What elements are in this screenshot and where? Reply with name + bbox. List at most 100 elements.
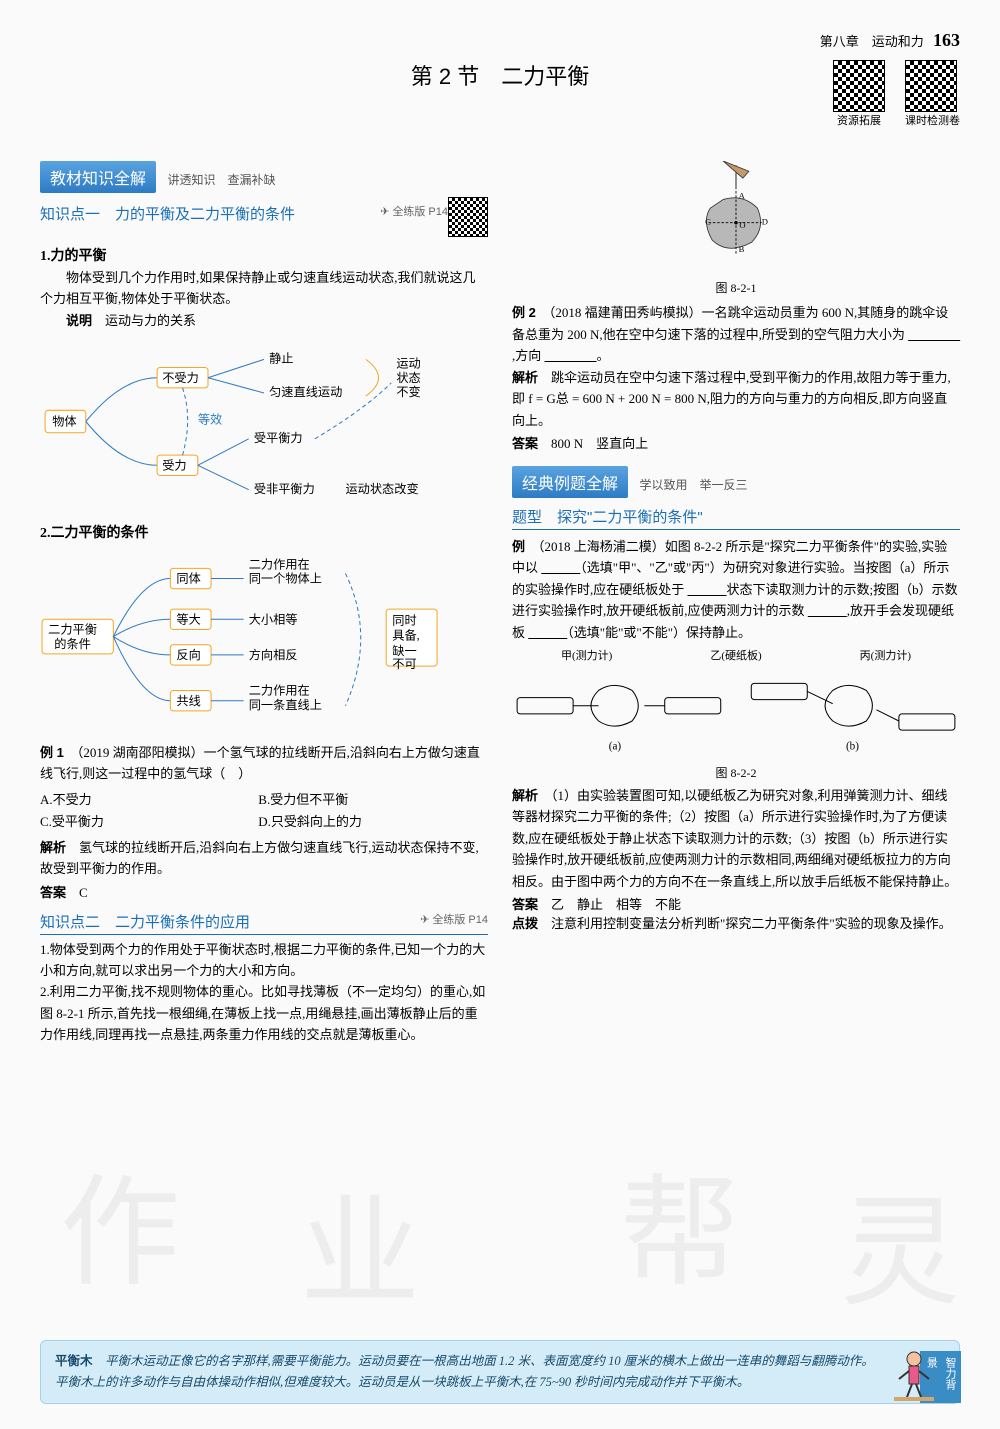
svg-text:D: D xyxy=(762,216,768,226)
ex3-tip: 注意利用控制变量法分析判断"探究二力平衡条件"实验的现象及操作。 xyxy=(551,916,952,931)
fig821-caption: 图 8-2-1 xyxy=(512,279,960,296)
svg-text:二力作用在: 二力作用在 xyxy=(249,558,310,572)
svg-text:C: C xyxy=(705,216,711,226)
section1-banner: 教材知识全解 xyxy=(40,161,156,193)
ex2-ans-label: 答案 xyxy=(512,436,538,451)
svg-text:受力: 受力 xyxy=(162,459,186,473)
note-label: 说明 xyxy=(66,313,92,328)
svg-text:匀速直线运动: 匀速直线运动 xyxy=(269,385,342,399)
figure-8-2-2: 甲(测力计) 乙(硬纸板) 丙(测力计) (a) xyxy=(512,647,960,781)
watermark: 灵 xyxy=(840,1155,960,1329)
svg-text:O: O xyxy=(739,220,745,230)
ex1-jx-label: 解析 xyxy=(40,840,66,855)
right-column: A B C D O 图 8-2-1 例 2 （2018 福建莆田秀屿模拟）一名跳… xyxy=(512,161,960,1046)
p1-heading: 1.力的平衡 xyxy=(40,245,488,265)
section2-sub: 学以致用 举一反三 xyxy=(640,478,748,492)
ex3-tip-label: 点拨 xyxy=(512,916,538,931)
watermark: 帮 xyxy=(620,1135,740,1309)
svg-text:运动: 运动 xyxy=(396,357,420,371)
svg-text:共线: 共线 xyxy=(176,694,200,708)
svg-text:二力作用在: 二力作用在 xyxy=(249,684,310,698)
ex2-stem-c: 。 xyxy=(597,348,610,363)
ex1-opt-a: A.不受力 xyxy=(40,789,255,811)
svg-text:二力平衡: 二力平衡 xyxy=(48,623,97,637)
svg-text:大小相等: 大小相等 xyxy=(249,613,298,627)
svg-text:(b): (b) xyxy=(846,741,859,753)
footer-body: 平衡木运动正像它的名字那样,需要平衡能力。运动员要在一根高出地面 1.2 米、表… xyxy=(55,1354,874,1389)
app-p2: 2.利用二力平衡,找不规则物体的重心。比如寻找薄板（不一定均匀）的重心,如图 8… xyxy=(40,981,488,1045)
section-title: 第 2 节 二力平衡 xyxy=(411,59,589,91)
svg-text:同一条直线上: 同一条直线上 xyxy=(249,698,322,712)
label-bing: 丙(测力计) xyxy=(860,647,911,663)
ex2-jx: 跳伞运动员在空中匀速下落过程中,受到平衡力的作用,故阻力等于重力,即 f = G… xyxy=(512,370,951,428)
svg-text:物体: 物体 xyxy=(52,415,76,429)
note-text: 运动与力的关系 xyxy=(105,313,196,328)
footer-box: 平衡木 平衡木运动正像它的名字那样,需要平衡能力。运动员要在一根高出地面 1.2… xyxy=(40,1340,960,1405)
ex1-ans-label: 答案 xyxy=(40,885,66,900)
ex2-stem-b: ,方向 xyxy=(512,348,541,363)
figure-8-2-1: A B C D O 图 8-2-1 xyxy=(512,161,960,296)
ex2-jx-label: 解析 xyxy=(512,370,538,385)
qr-test-label: 课时检测卷 xyxy=(905,112,960,128)
svg-text:静止: 静止 xyxy=(269,352,293,366)
kp2-title: 知识点二 二力平衡条件的应用 xyxy=(40,914,250,931)
ex1-stem: （2019 湖南邵阳模拟）一个氢气球的拉线断开后,沿斜向右上方做匀速直线飞行,则… xyxy=(40,745,480,781)
ex3-jx: （1）由实验装置图可知,以硬纸板乙为研究对象,利用弹簧测力计、细线等器材探究二力… xyxy=(512,788,957,889)
section1-sub: 讲透知识 查漏补缺 xyxy=(168,173,276,187)
ex3-jx-label: 解析 xyxy=(512,788,538,803)
chapter-label: 第八章 运动和力 xyxy=(820,34,924,49)
svg-text:方向相反: 方向相反 xyxy=(249,647,298,662)
qr-row: 资源拓展 课时检测卷 xyxy=(833,60,960,128)
watermark: 作 xyxy=(60,1135,180,1309)
ex1-opt-b: B.受力但不平衡 xyxy=(258,789,473,811)
svg-text:同体: 同体 xyxy=(176,572,200,586)
svg-text:运动状态改变: 运动状态改变 xyxy=(345,481,418,496)
svg-text:同时: 同时 xyxy=(392,614,416,628)
svg-text:B: B xyxy=(739,244,745,254)
kp1-ref: 全练版 P14 xyxy=(392,206,448,218)
svg-text:反向: 反向 xyxy=(176,647,200,662)
ex1-ans: C xyxy=(79,885,88,900)
kp2-ref: 全练版 P14 xyxy=(432,914,488,926)
qr-resources-label: 资源拓展 xyxy=(833,112,885,128)
ex1-opt-c: C.受平衡力 xyxy=(40,811,255,833)
qr-resources-icon xyxy=(833,60,885,112)
ex2-ans: 800 N 竖直向上 xyxy=(551,436,648,451)
fig822-caption: 图 8-2-2 xyxy=(512,764,960,781)
page-number: 163 xyxy=(933,30,960,50)
footer-title: 平衡木 xyxy=(55,1354,93,1368)
section2-banner: 经典例题全解 xyxy=(512,466,628,498)
svg-text:受非平衡力: 受非平衡力 xyxy=(254,482,315,496)
svg-text:(a): (a) xyxy=(609,741,622,753)
svg-text:等效: 等效 xyxy=(198,412,222,427)
svg-text:A: A xyxy=(739,191,746,201)
topic-title: 题型 探究"二力平衡的条件" xyxy=(512,506,960,530)
svg-text:不变: 不变 xyxy=(396,384,420,399)
svg-text:状态: 状态 xyxy=(396,371,420,385)
svg-text:受平衡力: 受平衡力 xyxy=(254,431,303,445)
page-header: 第八章 运动和力 163 xyxy=(40,30,960,51)
ex1-jx: 氢气球的拉线断开后,沿斜向右上方做匀速直线飞行,运动状态保持不变,故受到平衡力的… xyxy=(40,840,479,876)
app-p1: 1.物体受到两个力的作用处于平衡状态时,根据二力平衡的条件,已知一个力的大小和方… xyxy=(40,939,488,982)
svg-text:的条件: 的条件 xyxy=(54,636,91,651)
kp1-qr-icon xyxy=(448,197,488,237)
svg-text:等大: 等大 xyxy=(176,613,200,627)
gymnast-icon xyxy=(889,1349,939,1404)
ex2-stem-a: （2018 福建莆田秀屿模拟）一名跳伞运动员重为 600 N,其随身的跳伞设备总… xyxy=(512,305,948,341)
svg-text:不可: 不可 xyxy=(392,658,416,672)
label-jia: 甲(测力计) xyxy=(561,647,612,663)
svg-text:具备,: 具备, xyxy=(392,629,419,643)
svg-text:不受力: 不受力 xyxy=(162,371,199,385)
ex3-ans: 乙 静止 相等 不能 xyxy=(551,897,681,912)
ex3-ans-label: 答案 xyxy=(512,897,538,912)
diagram-balance-conditions: 二力平衡的条件 同体 等大 反向 共线 二力作用在同一个物体上 大小相等 方向相… xyxy=(40,548,488,735)
svg-text:同一个物体上: 同一个物体上 xyxy=(249,572,322,586)
ex1-opt-d: D.只受斜向上的力 xyxy=(258,811,473,833)
kp1-title: 知识点一 力的平衡及二力平衡的条件 xyxy=(40,206,295,223)
qr-test-icon xyxy=(905,60,957,112)
diagram-motion-force: 物体 不受力 受力 静止 匀速直线运动 运动状态不变 受平衡力 受非平衡力 运动… xyxy=(40,337,488,514)
p1-body: 物体受到几个力作用时,如果保持静止或匀速直线运动状态,我们就说这几个力相互平衡,… xyxy=(40,267,488,310)
svg-text:缺一: 缺一 xyxy=(392,643,416,658)
ex3-stem-e: （选填"能"或"不能"）保持静止。 xyxy=(567,625,751,640)
label-yi: 乙(硬纸板) xyxy=(710,647,761,663)
